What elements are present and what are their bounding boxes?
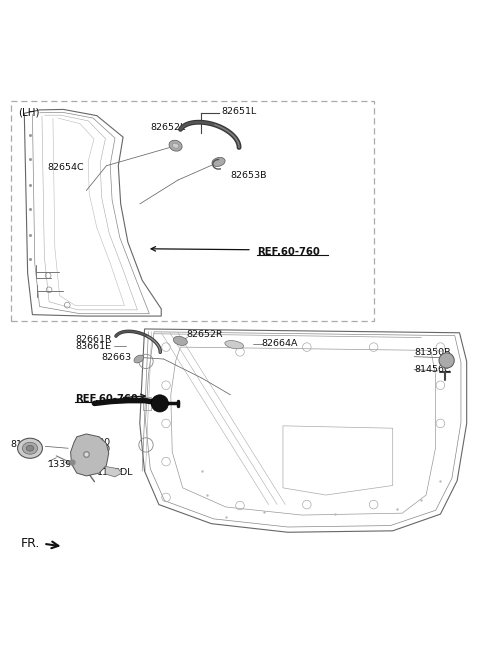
- Text: 82652L: 82652L: [150, 123, 186, 132]
- Polygon shape: [106, 466, 121, 477]
- Polygon shape: [71, 434, 109, 476]
- Ellipse shape: [212, 157, 225, 167]
- Text: 82652R: 82652R: [187, 330, 223, 338]
- Text: REF.60-760: REF.60-760: [257, 247, 320, 256]
- Text: 82653B: 82653B: [230, 171, 267, 180]
- Text: 82663: 82663: [102, 353, 132, 362]
- Text: 81456C: 81456C: [414, 365, 451, 374]
- Circle shape: [151, 395, 168, 412]
- Text: 79380: 79380: [80, 438, 110, 447]
- Text: 1125DL: 1125DL: [97, 468, 133, 477]
- Ellipse shape: [169, 140, 182, 151]
- Text: 79390: 79390: [80, 445, 110, 454]
- Text: 81350B: 81350B: [414, 348, 451, 357]
- Ellipse shape: [18, 438, 42, 459]
- Text: 82661R: 82661R: [75, 335, 112, 344]
- Ellipse shape: [173, 337, 187, 346]
- Ellipse shape: [23, 442, 37, 454]
- Text: 82654C: 82654C: [48, 163, 84, 172]
- Ellipse shape: [172, 143, 179, 148]
- Text: 81335: 81335: [10, 440, 40, 449]
- Text: 82651L: 82651L: [221, 108, 256, 116]
- Ellipse shape: [225, 340, 244, 349]
- Circle shape: [439, 353, 454, 368]
- Text: 83661E: 83661E: [75, 342, 111, 351]
- Text: 1339CC: 1339CC: [48, 459, 85, 468]
- Ellipse shape: [134, 355, 144, 363]
- Text: REF.60-760: REF.60-760: [75, 394, 138, 403]
- Text: FR.: FR.: [21, 537, 40, 550]
- Ellipse shape: [26, 445, 34, 451]
- Text: 82664A: 82664A: [262, 339, 298, 348]
- Text: (LH): (LH): [18, 107, 39, 117]
